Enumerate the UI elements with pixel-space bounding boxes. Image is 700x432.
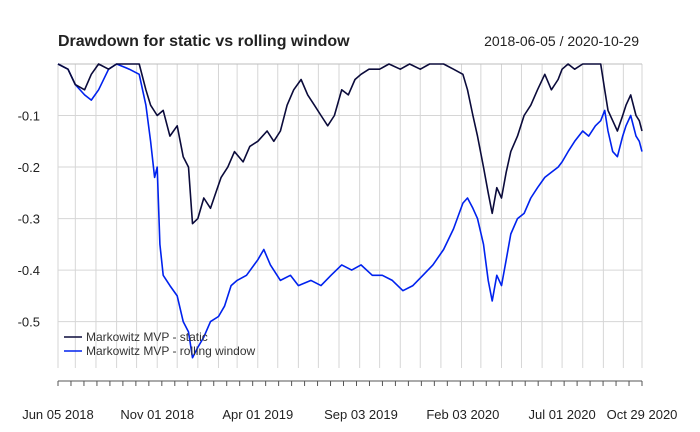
series-line-static [57,63,643,225]
series-lines [57,63,643,359]
y-tick-label: -0.1 [18,109,40,124]
y-tick-label: -0.3 [18,212,40,227]
series-line-rolling-window [57,63,643,359]
y-tick-label: -0.4 [18,263,40,278]
y-tick-label: -0.2 [18,160,40,175]
chart-subtitle: 2018-06-05 / 2020-10-29 [484,33,639,49]
x-tick-label: Jul 01 2020 [528,407,595,422]
chart-title: Drawdown for static vs rolling window [58,33,350,50]
x-tick-label: Jun 05 2018 [22,407,94,422]
grid [57,63,643,368]
axes: -0.1 -0.2 -0.3 -0.4 -0.5 Jun 05 2018 Nov 01 20… [18,109,678,422]
y-tick-label: -0.5 [18,315,40,330]
x-tick-label: Sep 03 2019 [324,407,398,422]
legend-label: Markowitz MVP - rolling window [86,344,255,358]
x-tick-label: Oct 29 2020 [607,407,678,422]
x-tick-label: Nov 01 2018 [120,407,194,422]
x-tick-label: Feb 03 2020 [426,407,499,422]
legend-label: Markowitz MVP - static [86,330,208,344]
x-tick-label: Apr 01 2019 [222,407,293,422]
